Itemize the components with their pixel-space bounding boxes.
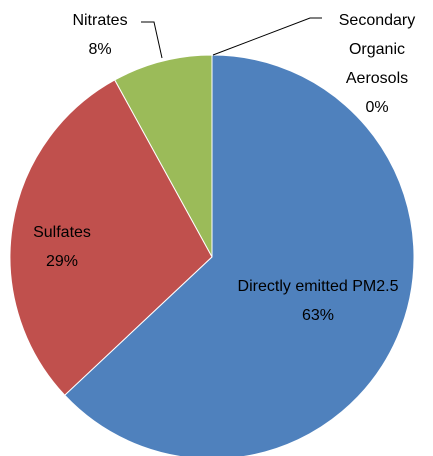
- leader-line: [141, 21, 163, 59]
- slice-label: Nitrates 8%: [50, 6, 150, 64]
- slice-label: Directly emitted PM2.5 63%: [231, 272, 406, 330]
- leader-line: [212, 17, 322, 56]
- category-name: Secondary Organic Aerosols: [338, 12, 416, 87]
- pie-slice: [114, 54, 213, 258]
- category-name: Directly emitted PM2.5: [237, 278, 399, 295]
- value-label: 0%: [365, 99, 389, 116]
- value-label: 63%: [301, 307, 335, 324]
- value-label: 8%: [88, 41, 112, 58]
- pie-slice: [64, 54, 415, 456]
- slice-label: Sulfates 29%: [12, 218, 112, 276]
- category-name: Nitrates: [72, 12, 128, 29]
- pie-slice: [9, 79, 213, 396]
- slice-label: Secondary Organic Aerosols 0%: [322, 6, 432, 122]
- value-label: 29%: [45, 253, 79, 270]
- category-name: Sulfates: [33, 224, 91, 241]
